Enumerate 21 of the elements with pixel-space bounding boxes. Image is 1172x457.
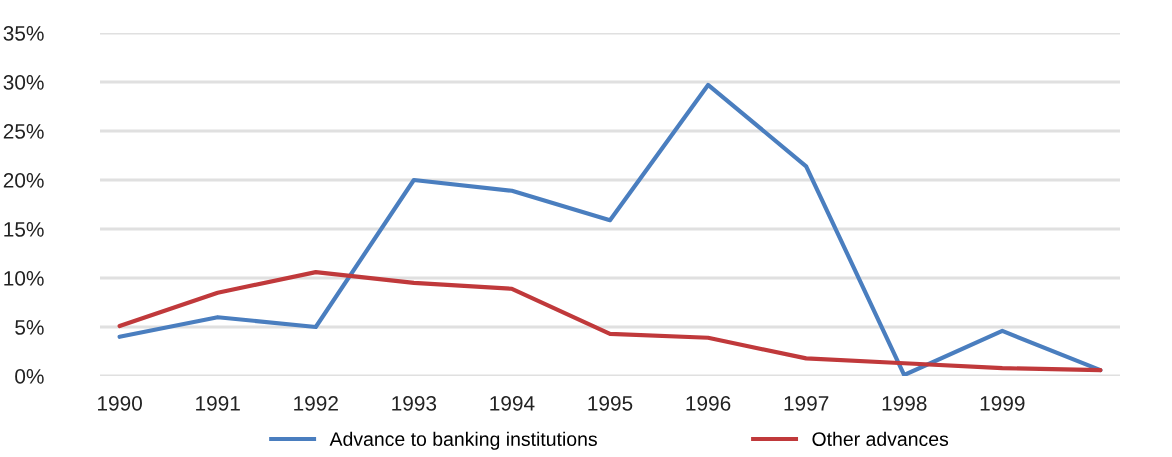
y-tick-label: 30%: [3, 75, 44, 90]
y-tick-label: 0%: [15, 369, 44, 384]
legend-label: Other advances: [812, 431, 949, 447]
y-tick-label: 25%: [3, 124, 44, 139]
y-tick-label: 10%: [4, 271, 44, 286]
legend-label: Advance to banking institutions: [329, 431, 597, 450]
x-tick-label: 1996: [686, 395, 731, 411]
x-tick-label: 1991: [196, 395, 240, 411]
x-tick-label: 1992: [294, 395, 338, 411]
line-series: [117, 270, 1103, 373]
y-tick-label: 15%: [4, 222, 44, 237]
x-tick-label: 1998: [882, 395, 927, 411]
x-tick-label: 1997: [784, 395, 829, 411]
x-tick-label: 1999: [980, 395, 1025, 411]
y-tick-label: 20%: [3, 173, 44, 188]
y-tick-label: 5%: [15, 320, 44, 335]
x-tick-label: 1994: [490, 395, 535, 411]
x-tick-label: 1993: [392, 395, 437, 411]
x-tick-label: 1995: [588, 395, 633, 411]
y-tick-label: 35%: [3, 26, 44, 41]
x-tick-label: 1990: [98, 395, 142, 411]
